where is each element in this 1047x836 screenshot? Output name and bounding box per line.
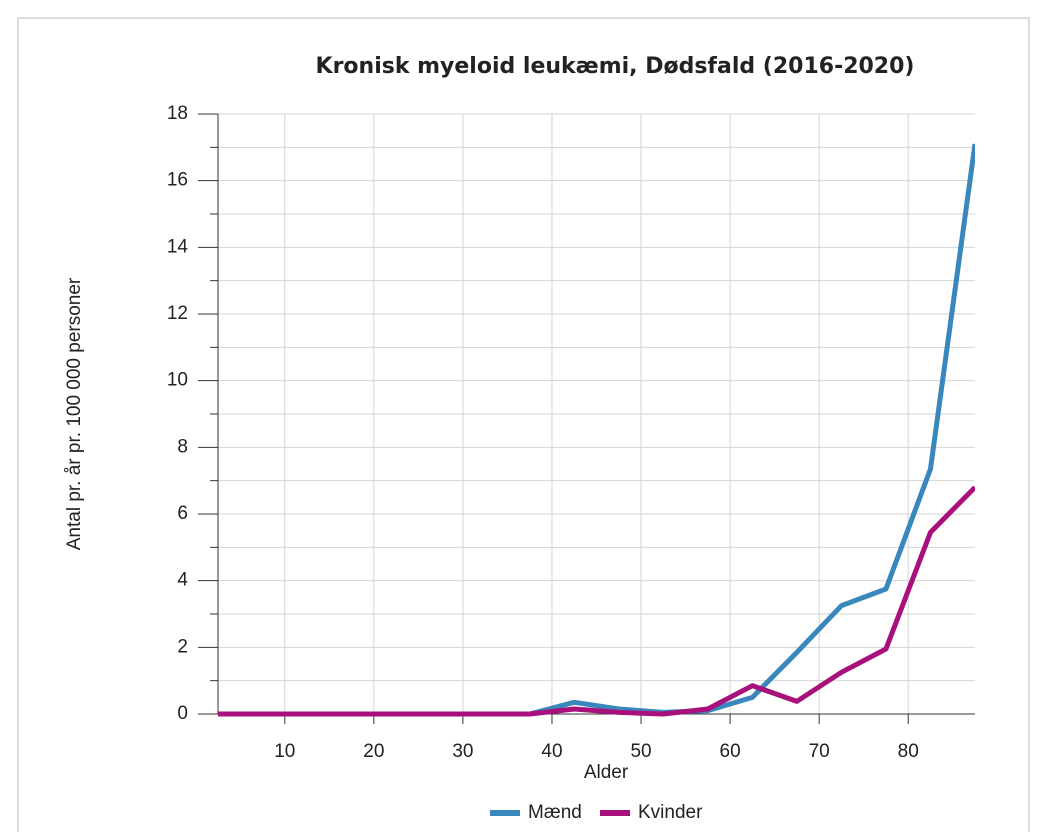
frame bbox=[17, 17, 1030, 836]
x-tick-label: 10 bbox=[274, 741, 295, 762]
x-tick-label: 20 bbox=[363, 741, 384, 762]
x-tick-label: 80 bbox=[898, 741, 919, 762]
y-tick-label: 18 bbox=[167, 103, 188, 124]
y-tick-label: 6 bbox=[177, 503, 188, 524]
y-tick-label: 10 bbox=[167, 370, 188, 391]
y-tick-label: 12 bbox=[167, 303, 188, 324]
y-tick-label: 0 bbox=[177, 703, 188, 724]
x-tick-label: 70 bbox=[809, 741, 830, 762]
y-tick-label: 16 bbox=[167, 170, 188, 191]
x-axis-label: Alder bbox=[584, 762, 629, 783]
legend-label: Mænd bbox=[528, 802, 582, 823]
y-tick-label: 4 bbox=[177, 570, 188, 591]
plot-lines bbox=[218, 143, 975, 717]
x-tick-label: 60 bbox=[720, 741, 741, 762]
chart-title: Kronisk myeloid leukæmi, Dødsfald (2016-… bbox=[316, 54, 915, 79]
x-tick-label: 50 bbox=[630, 741, 651, 762]
y-axis-label: Antal pr. år pr. 100 000 personer bbox=[64, 277, 85, 550]
legend-label: Kvinder bbox=[638, 802, 703, 823]
x-tick-label: 40 bbox=[541, 741, 562, 762]
y-tick-label: 2 bbox=[177, 636, 188, 657]
y-tick-label: 14 bbox=[167, 236, 189, 257]
x-tick-label: 30 bbox=[452, 741, 473, 762]
series-line bbox=[218, 485, 975, 717]
series-line bbox=[218, 143, 975, 717]
y-tick-label: 8 bbox=[177, 436, 188, 457]
